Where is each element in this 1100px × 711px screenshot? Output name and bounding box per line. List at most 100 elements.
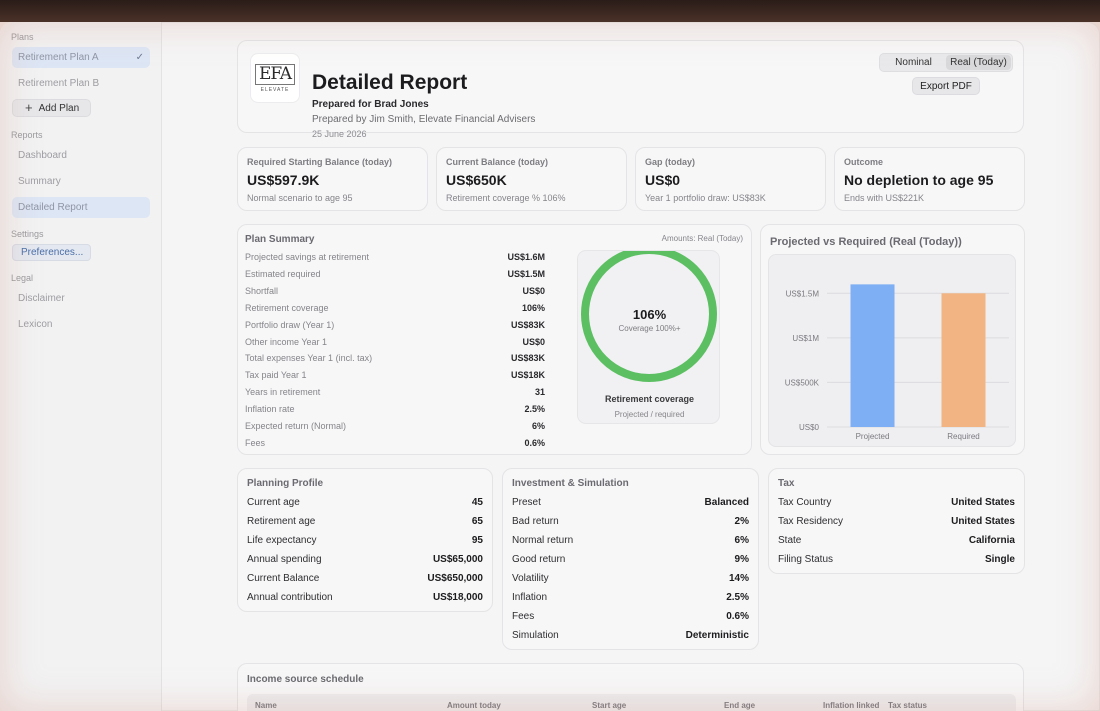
row-label: Preset <box>512 497 541 508</box>
row-value: Balanced <box>704 497 749 508</box>
prepared-by: Prepared by Jim Smith, Elevate Financial… <box>312 114 536 125</box>
chart-area: US$0 US$500K US$1M US$1.5M Projected Required <box>768 254 1016 447</box>
sidebar-item-label: Detailed Report <box>18 202 88 213</box>
row-label: Filing Status <box>778 554 834 565</box>
plus-icon: + <box>25 100 33 115</box>
summary-row: Shortfall US$0 <box>245 286 545 300</box>
row-label: Bad return <box>512 516 559 527</box>
metric-sub: Year 1 portfolio draw: US$83K <box>645 193 766 203</box>
column-header-inflation-linked[interactable]: Inflation linked <box>823 701 880 710</box>
logo-brand: ELEVATE <box>260 86 290 93</box>
metric-label: Required Starting Balance (today) <box>247 157 393 167</box>
row-label: Other income Year 1 <box>245 336 328 347</box>
row-value: US$1.5M <box>507 268 545 279</box>
row-label: Inflation <box>512 592 548 603</box>
row-label: Retirement age <box>247 516 316 527</box>
sidebar-item-label: Disclaimer <box>18 293 65 304</box>
row-label: Tax Country <box>778 497 832 508</box>
main-content: EFA ELEVATE Detailed Report Prepared for… <box>162 22 1100 711</box>
row-value: 95 <box>471 535 483 546</box>
row-label: Life expectancy <box>247 535 317 546</box>
row-label: Good return <box>512 554 566 565</box>
row-value: 14% <box>728 573 749 584</box>
coverage-label: Retirement coverage <box>604 394 695 404</box>
coverage-gauge: 106% Coverage 100%+ Retirement coverage … <box>577 246 720 424</box>
nominal-option[interactable]: Nominal <box>895 57 932 68</box>
tax-row: Filing Status Single <box>778 554 1015 568</box>
row-label: Fees <box>245 437 266 448</box>
sidebar-item-dashboard[interactable]: Dashboard <box>12 145 150 166</box>
row-value: United States <box>951 516 1015 527</box>
row-label: Volatility <box>512 573 549 584</box>
sidebar-item-lexicon[interactable]: Lexicon <box>12 314 150 335</box>
add-plan-button[interactable]: + Add Plan <box>12 99 91 117</box>
preferences-button[interactable]: Preferences... <box>12 244 91 261</box>
sidebar-item-summary[interactable]: Summary <box>12 171 150 192</box>
metric-outcome: Outcome No depletion to age 95 Ends with… <box>834 147 1025 211</box>
coverage-text: Coverage 100%+ <box>618 324 681 333</box>
metric-current-balance: Current Balance (today) US$650K Retireme… <box>436 147 627 211</box>
row-value: 106% <box>521 302 545 313</box>
investment-row: Bad return 2% <box>512 516 749 530</box>
income-schedule-title: Income source schedule <box>247 674 364 685</box>
y-tick-label: US$0 <box>799 423 820 432</box>
row-value: US$0 <box>522 285 545 296</box>
column-header-amount-today[interactable]: Amount today <box>447 701 501 710</box>
investment-row: Normal return 6% <box>512 535 749 549</box>
metric-sub: Ends with US$221K <box>844 193 925 203</box>
sidebar-item-label: Retirement Plan B <box>18 78 100 89</box>
column-header-name[interactable]: Name <box>255 701 277 710</box>
investment-title: Investment & Simulation <box>512 478 629 489</box>
tax-card: Tax Tax Country United States Tax Residenc… <box>768 468 1025 574</box>
investment-row: Inflation 2.5% <box>512 592 749 606</box>
sidebar-heading-settings: Settings <box>11 229 44 239</box>
plan-summary-card: Plan Summary Amounts: Real (Today) Proje… <box>237 224 752 455</box>
row-label: Simulation <box>512 630 559 641</box>
coverage-sub: Projected / required <box>614 410 685 419</box>
summary-row: Years in retirement 31 <box>245 387 545 401</box>
summary-row: Portfolio draw (Year 1) US$83K <box>245 320 545 334</box>
row-value: 6% <box>531 421 545 431</box>
profile-row: Current Balance US$650,000 <box>247 573 483 587</box>
profile-row: Annual spending US$65,000 <box>247 554 483 568</box>
chart-title: Projected vs Required (Real (Today)) <box>770 236 962 248</box>
row-value: 2.5% <box>524 404 545 415</box>
y-tick-label: US$500K <box>785 378 820 387</box>
x-tick-label: Required <box>947 432 979 441</box>
row-label: Projected savings at retirement <box>245 252 370 262</box>
row-value: US$18K <box>510 370 545 381</box>
metric-sub: Normal scenario to age 95 <box>247 193 353 203</box>
investment-row: Preset Balanced <box>512 497 749 511</box>
row-label: Normal return <box>512 535 574 546</box>
metric-label: Outcome <box>844 157 884 167</box>
row-label: Current Balance <box>247 573 320 584</box>
export-pdf-button[interactable]: Export PDF <box>912 77 980 95</box>
prepared-for: Prepared for Brad Jones <box>312 99 429 110</box>
summary-row: Inflation rate 2.5% <box>245 404 545 418</box>
row-value: US$83K <box>510 319 545 330</box>
row-label: Inflation rate <box>245 404 295 415</box>
app-window: Plans Retirement Plan A ✓ Retirement Pla… <box>0 22 1100 711</box>
sidebar-item-retirement-plan-a[interactable]: Retirement Plan A ✓ <box>12 47 150 68</box>
row-value: US$650,000 <box>427 573 483 584</box>
row-value: US$18,000 <box>432 592 483 603</box>
row-label: Expected return (Normal) <box>245 421 347 431</box>
sidebar-item-detailed-report[interactable]: Detailed Report <box>12 197 150 218</box>
sidebar-item-retirement-plan-b[interactable]: Retirement Plan B <box>12 73 150 94</box>
top-bar <box>0 0 1100 22</box>
row-label: Annual spending <box>247 554 322 565</box>
plan-summary-title: Plan Summary <box>245 234 315 245</box>
y-tick-label: US$1M <box>792 334 819 343</box>
column-header-end-age[interactable]: End age <box>724 701 756 710</box>
real-today-option[interactable]: Real (Today) <box>946 55 1011 70</box>
column-header-start-age[interactable]: Start age <box>592 701 627 710</box>
bar-projected <box>850 284 895 427</box>
row-value: US$65,000 <box>432 554 483 565</box>
logo-mark: EFA <box>254 63 295 85</box>
summary-row: Tax paid Year 1 US$18K <box>245 370 545 384</box>
row-label: Tax Residency <box>778 516 844 527</box>
tax-row: Tax Country United States <box>778 497 1015 511</box>
sidebar-item-disclaimer[interactable]: Disclaimer <box>12 288 150 309</box>
summary-row: Projected savings at retirement US$1.6M <box>245 252 545 266</box>
column-header-tax-status[interactable]: Tax status <box>888 701 927 710</box>
